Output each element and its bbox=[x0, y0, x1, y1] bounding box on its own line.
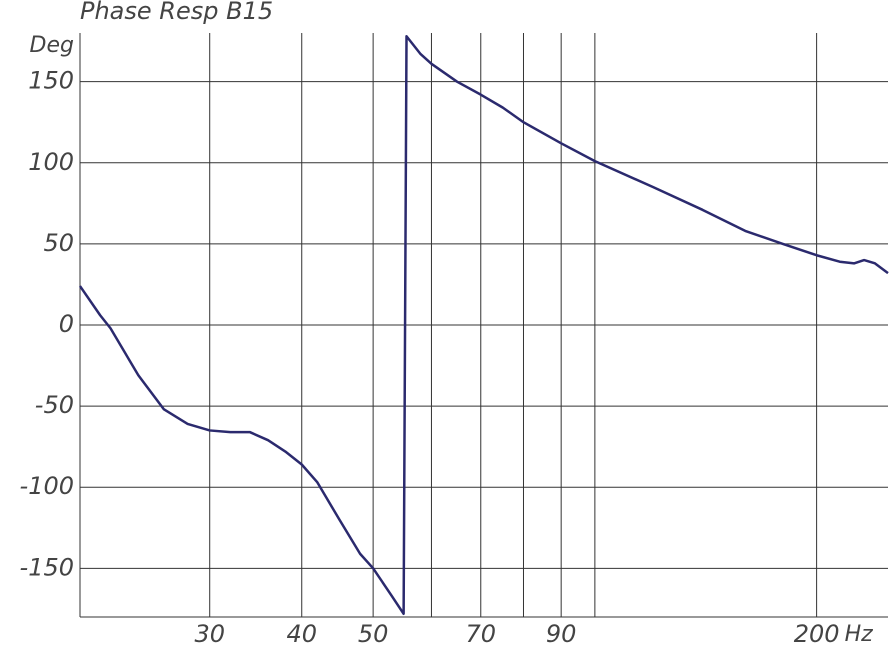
x-tick-label: 30 bbox=[194, 620, 225, 647]
y-tick-label: 100 bbox=[28, 148, 74, 176]
x-unit: Hz bbox=[845, 622, 874, 647]
x-tick-label: 40 bbox=[286, 620, 317, 647]
x-tick-label: 200 bbox=[794, 620, 840, 647]
y-tick-label: -100 bbox=[20, 472, 74, 500]
y-unit: Deg bbox=[30, 33, 74, 58]
x-tick-label: 70 bbox=[465, 620, 496, 647]
phase-line bbox=[78, 34, 889, 616]
x-tick-label: 50 bbox=[358, 620, 389, 647]
y-tick-label: -150 bbox=[20, 553, 74, 581]
y-tick-label: 150 bbox=[28, 67, 74, 95]
chart-title: Phase Resp B15 bbox=[80, 0, 273, 25]
y-tick-label: 50 bbox=[43, 229, 74, 257]
y-tick-label: 0 bbox=[59, 310, 74, 338]
y-tick-label: -50 bbox=[35, 391, 74, 419]
x-tick-label: 90 bbox=[546, 620, 577, 647]
